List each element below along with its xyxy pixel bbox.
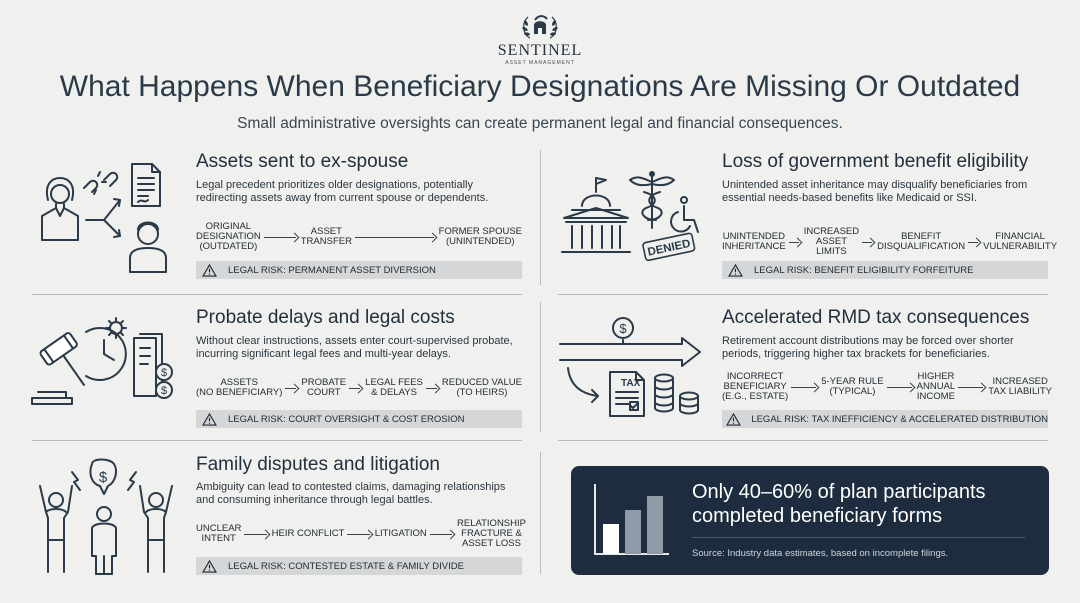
page-title: What Happens When Beneficiary Designatio… — [59, 70, 1021, 103]
flow-step: Relationship Fracture & Asset Loss — [457, 518, 526, 549]
flow-step: Litigation — [374, 528, 427, 539]
flow-step: Legal Fees & Delays — [365, 377, 423, 398]
process-flow: Unclear Intent Heir Conflict Litigation … — [196, 519, 526, 549]
flow-step: Asset Transfer — [300, 226, 352, 247]
warning-icon — [722, 261, 748, 279]
flow-step: Unclear Intent — [196, 523, 242, 544]
legal-risk-label: LEGAL RISK: TAX INEFFICIENCY & ACCELERAT… — [751, 413, 1048, 425]
legal-risk-label: LEGAL RISK: COURT OVERSIGHT & COST EROSI… — [228, 413, 465, 425]
flow-step: Assets (No Beneficiary) — [196, 377, 283, 398]
page-subtitle: Small administrative oversights can crea… — [237, 115, 843, 132]
arrow-right-icon — [884, 382, 917, 392]
row-divider — [32, 294, 522, 295]
process-flow: Assets (No Beneficiary) Probate Court Le… — [196, 378, 522, 398]
flow-step: 5-Year Rule (Typical) — [821, 376, 884, 397]
section-description: Without clear instructions, assets enter… — [196, 335, 513, 360]
tax-label: TAX — [621, 378, 641, 389]
divider — [692, 537, 1025, 538]
flow-step: Benefit Disqualification — [877, 231, 966, 252]
arrow-right-icon — [344, 529, 374, 539]
section-description: Retirement account distributions may be … — [722, 335, 1014, 360]
arrow-right-icon — [427, 529, 457, 539]
legal-risk-label: LEGAL RISK: CONTESTED ESTATE & FAMILY DI… — [228, 560, 464, 572]
government-benefit-icon: DENIED — [561, 171, 699, 262]
statistic-callout: Only 40–60% of plan participants complet… — [571, 466, 1049, 575]
column-divider — [540, 150, 541, 285]
statistic-source: Source: Industry data estimates, based o… — [692, 548, 949, 559]
warning-icon — [196, 261, 222, 279]
svg-text:$: $ — [161, 385, 167, 397]
brand-name: SENTINEL — [497, 42, 583, 59]
arrow-right-icon — [241, 529, 271, 539]
arrow-right-icon — [788, 382, 821, 392]
arrow-right-icon — [346, 383, 365, 393]
section-title: Family disputes and litigation — [196, 454, 440, 475]
probate-gavel-icon: $ $ — [31, 317, 173, 405]
row-divider — [32, 440, 522, 441]
arrow-right-icon — [282, 383, 301, 393]
bar-chart-icon — [594, 484, 669, 555]
brand-logo: SENTINEL ASSET MANAGEMENT — [440, 14, 640, 66]
flow-step: Original Designation (Outdated) — [196, 221, 261, 252]
flow-step: Incorrect Beneficiary (E.G., Estate) — [722, 371, 789, 402]
svg-text:$: $ — [161, 367, 167, 379]
legal-risk-bar: LEGAL RISK: CONTESTED ESTATE & FAMILY DI… — [196, 557, 522, 575]
section-title: Accelerated RMD tax consequences — [722, 307, 1030, 328]
flow-step: Financial Vulnerability — [983, 231, 1058, 252]
flow-step: Former Spouse (Unintended) — [438, 226, 522, 247]
column-divider — [540, 302, 541, 432]
section-title: Loss of government benefit eligibility — [722, 151, 1029, 172]
laurel-helmet-icon — [522, 15, 558, 39]
arrow-right-icon — [352, 232, 439, 242]
row-divider — [558, 440, 1048, 441]
legal-risk-label: LEGAL RISK: BENEFIT ELIGIBILITY FORFEITU… — [754, 264, 974, 276]
legal-risk-bar: LEGAL RISK: PERMANENT ASSET DIVERSION — [196, 261, 522, 279]
section-title: Assets sent to ex-spouse — [196, 151, 409, 172]
rmd-tax-icon: $ TAX — [559, 317, 701, 417]
brand-tagline: ASSET MANAGEMENT — [505, 60, 575, 66]
arrow-right-icon — [423, 383, 442, 393]
flow-step: Unintended Inheritance — [722, 231, 786, 252]
section-title: Probate delays and legal costs — [196, 307, 455, 328]
arrow-right-icon — [261, 232, 301, 242]
section-description: Ambiguity can lead to contested claims, … — [196, 481, 506, 506]
column-divider — [540, 452, 541, 574]
legal-risk-label: LEGAL RISK: PERMANENT ASSET DIVERSION — [228, 264, 436, 276]
row-divider — [558, 294, 1048, 295]
flow-step: Higher Annual Income — [916, 371, 956, 402]
process-flow: Original Designation (Outdated) Asset Tr… — [196, 222, 522, 252]
family-dispute-icon: $ — [39, 458, 173, 575]
warning-icon — [196, 557, 222, 575]
legal-risk-bar: LEGAL RISK: BENEFIT ELIGIBILITY FORFEITU… — [722, 261, 1048, 279]
arrow-right-icon — [955, 382, 988, 392]
section-description: Legal precedent prioritizes older design… — [196, 179, 489, 204]
warning-icon — [722, 410, 745, 428]
statistic-headline: Only 40–60% of plan participants complet… — [692, 481, 986, 527]
process-flow: Unintended Inheritance Increased Asset L… — [722, 226, 1057, 257]
flow-step: Increased Tax Liability — [988, 376, 1053, 397]
section-description: Unintended asset inheritance may disqual… — [722, 179, 1028, 204]
warning-icon — [196, 410, 222, 428]
ex-spouse-icon — [41, 163, 167, 273]
legal-risk-bar: LEGAL RISK: COURT OVERSIGHT & COST EROSI… — [196, 410, 522, 428]
flow-step: Reduced Value (To Heirs) — [441, 377, 522, 398]
legal-risk-bar: LEGAL RISK: TAX INEFFICIENCY & ACCELERAT… — [722, 410, 1048, 428]
flow-step: Probate Court — [301, 377, 347, 398]
arrow-right-icon — [859, 237, 877, 247]
arrow-right-icon — [965, 237, 983, 247]
flow-step: Heir Conflict — [271, 528, 345, 539]
svg-text:$: $ — [99, 469, 108, 486]
svg-text:$: $ — [619, 321, 627, 336]
arrow-right-icon — [786, 237, 804, 247]
process-flow: Incorrect Beneficiary (E.G., Estate) 5-Y… — [722, 372, 1052, 402]
flow-step: Increased Asset Limits — [803, 226, 860, 257]
